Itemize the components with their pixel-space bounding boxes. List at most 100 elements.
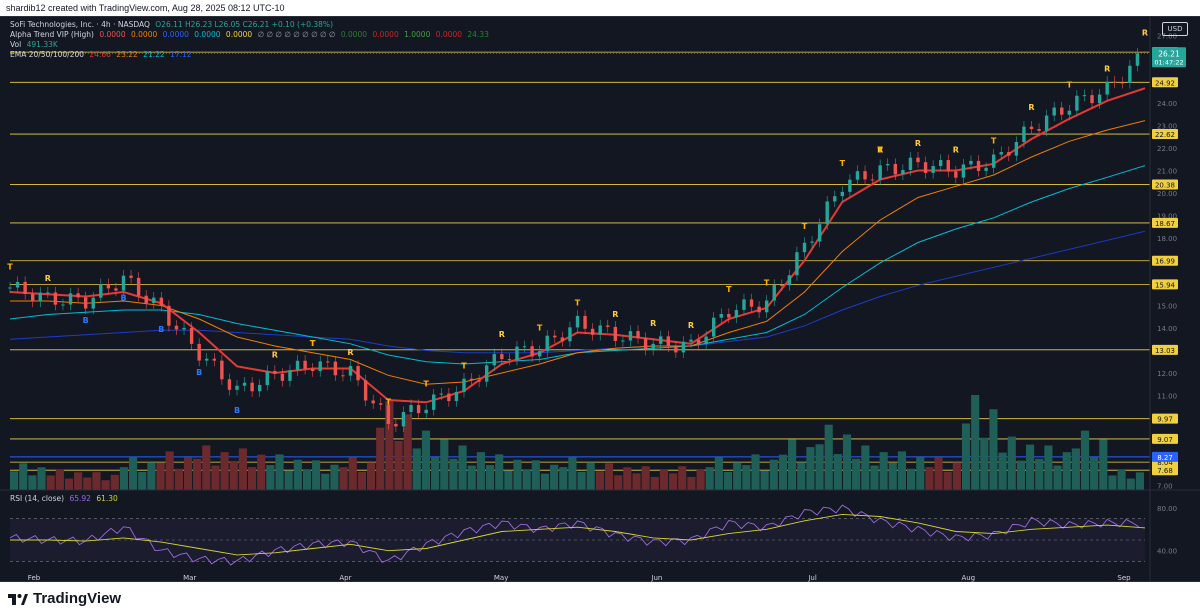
candle-body bbox=[31, 294, 35, 302]
price-axis-tick: 14.00 bbox=[1157, 325, 1177, 333]
signal-marker-t: T bbox=[7, 263, 13, 272]
rsi-legend[interactable]: RSI (14, close) 65.92 61.30 bbox=[10, 494, 121, 504]
volume-bar bbox=[604, 463, 614, 490]
volume-bar bbox=[714, 457, 723, 490]
rsi-ma-line bbox=[10, 513, 1146, 556]
volume-name: Vol bbox=[10, 40, 22, 49]
price-level-label: 8.04 bbox=[1157, 459, 1173, 467]
symbol-legend[interactable]: SoFi Technologies, Inc. · 4h · NASDAQ O2… bbox=[10, 20, 336, 30]
volume-bar bbox=[861, 445, 870, 490]
candle-body bbox=[628, 331, 633, 341]
volume-bar bbox=[1126, 478, 1135, 490]
rsi-val: 61.30 bbox=[96, 494, 118, 503]
currency-button[interactable]: USD bbox=[1162, 22, 1188, 36]
signal-marker-t: T bbox=[991, 137, 997, 146]
candle-body bbox=[121, 275, 126, 291]
candle-body bbox=[1067, 110, 1072, 115]
candle-body bbox=[954, 171, 958, 178]
volume-bar bbox=[64, 478, 74, 490]
candle-body bbox=[152, 297, 156, 304]
caption-text: shardib12 created with TradingView.com, … bbox=[6, 3, 285, 13]
candle-body bbox=[409, 405, 413, 412]
candle-body bbox=[462, 378, 466, 392]
ema-legend[interactable]: EMA 20/50/100/200 24.66 23.22 21.22 17.1… bbox=[10, 50, 195, 60]
signal-marker-r: R bbox=[915, 139, 921, 148]
alpha-val: 0.0000 bbox=[340, 30, 368, 39]
volume-bar bbox=[165, 451, 174, 490]
blue-level-label: 8.27 bbox=[1157, 454, 1173, 462]
volume-bar bbox=[275, 454, 284, 490]
volume-bar bbox=[568, 457, 577, 490]
ema-line-ema200 bbox=[9, 230, 1146, 354]
candle-body bbox=[719, 313, 723, 318]
candle-body bbox=[727, 313, 731, 318]
price-axis-tick: 24.00 bbox=[1157, 100, 1177, 108]
candle-body bbox=[371, 400, 375, 404]
volume-bar bbox=[19, 463, 28, 490]
signal-marker-t: T bbox=[726, 285, 732, 294]
signal-marker-t: T bbox=[1067, 80, 1073, 89]
volume-bar bbox=[961, 423, 971, 490]
chart-caption: shardib12 created with TradingView.com, … bbox=[0, 0, 1200, 16]
volume-bar bbox=[687, 476, 696, 490]
candle-body bbox=[114, 288, 118, 291]
candle-body bbox=[265, 370, 269, 385]
signal-marker-r: R bbox=[1104, 65, 1110, 74]
volume-bar bbox=[321, 473, 330, 490]
candle-body bbox=[1007, 152, 1011, 156]
candle-body bbox=[242, 382, 247, 386]
signal-marker-r: R bbox=[650, 319, 656, 328]
alpha-trend-legend[interactable]: Alpha Trend VIP (High) 0.0000 0.0000 0.0… bbox=[10, 30, 492, 40]
price-level-label-bg bbox=[1152, 465, 1178, 476]
candle-body bbox=[348, 365, 353, 376]
signal-marker-b: B bbox=[234, 406, 240, 415]
volume-legend[interactable]: Vol 491.33K bbox=[10, 40, 61, 50]
candle-body bbox=[500, 354, 504, 360]
volume-bar bbox=[1090, 457, 1099, 490]
candle-body bbox=[424, 409, 428, 414]
volume-bar bbox=[138, 472, 147, 490]
candle-body bbox=[38, 292, 42, 302]
candle-body bbox=[666, 336, 670, 347]
candle-body bbox=[553, 335, 557, 338]
candle-body bbox=[696, 339, 701, 345]
alpha-val: 0.0000 bbox=[131, 30, 158, 39]
volume-bar bbox=[879, 452, 888, 490]
volume-bar bbox=[650, 476, 659, 490]
volume-bar bbox=[431, 457, 440, 490]
volume-value: 491.33K bbox=[26, 40, 58, 49]
candle-body bbox=[583, 315, 587, 329]
tradingview-wordmark: TradingView bbox=[33, 590, 122, 607]
signal-marker-r: R bbox=[347, 348, 353, 357]
ema-val: 23.22 bbox=[116, 50, 138, 59]
time-axis-label: Apr bbox=[339, 574, 351, 582]
volume-bar bbox=[229, 460, 238, 490]
volume-bar bbox=[55, 469, 64, 490]
price-level-label: 9.07 bbox=[1157, 436, 1173, 444]
candle-body bbox=[734, 309, 739, 318]
volume-bar bbox=[788, 439, 797, 490]
candle-body bbox=[1113, 81, 1117, 83]
price-axis-tick: 18.00 bbox=[1157, 235, 1177, 243]
alpha-val: 0.0000 bbox=[435, 30, 462, 39]
price-level-label-bg bbox=[1152, 433, 1178, 444]
candle-body bbox=[764, 300, 769, 313]
volume-bar bbox=[751, 454, 760, 490]
volume-bar bbox=[824, 424, 833, 490]
candle-body bbox=[659, 336, 663, 344]
volume-bar bbox=[559, 467, 568, 490]
volume-bar bbox=[614, 475, 623, 490]
volume-bar bbox=[1026, 444, 1035, 490]
chart-svg[interactable]: TRBBBBBRTTRTTTRTTRRRTTTTRTRRTRTRR27.0026… bbox=[0, 16, 1200, 582]
candle-body bbox=[840, 191, 845, 197]
candle-body bbox=[598, 325, 602, 335]
volume-bar bbox=[760, 470, 769, 490]
candle-body bbox=[802, 242, 807, 253]
candle-body bbox=[878, 165, 882, 180]
volume-bar bbox=[247, 467, 257, 490]
volume-bar bbox=[476, 452, 485, 490]
candle-body bbox=[780, 285, 784, 287]
candle-body bbox=[1120, 82, 1124, 84]
signal-marker-t: T bbox=[537, 323, 543, 332]
volume-bar bbox=[897, 451, 907, 490]
